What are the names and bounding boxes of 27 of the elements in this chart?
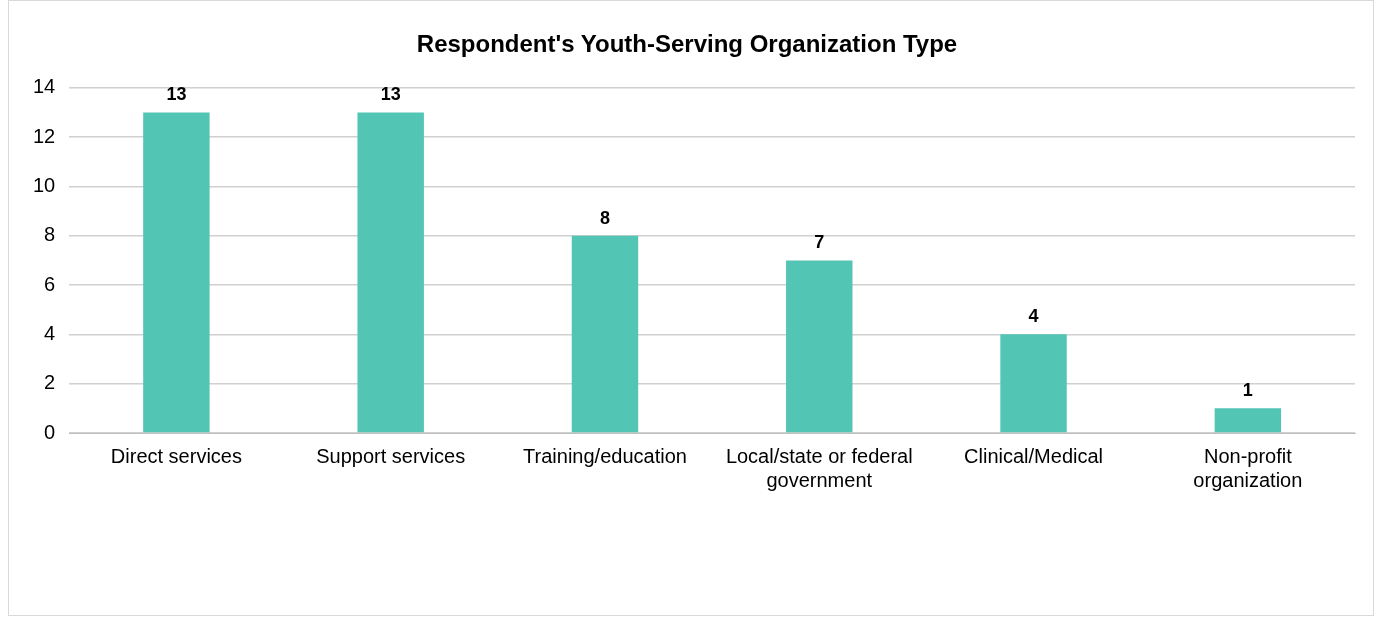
y-tick-label: 0: [44, 420, 56, 443]
bar: [143, 112, 210, 433]
y-tick-label: 8: [44, 223, 56, 246]
bar: [571, 235, 639, 433]
y-tick-label: 4: [44, 321, 56, 344]
bar: [357, 112, 424, 433]
bar: [1214, 408, 1282, 433]
chart-title: Respondent's Youth-Serving Organization Type: [416, 30, 958, 58]
x-tick-label: Training/education: [523, 444, 687, 467]
y-tick-label: 10: [33, 173, 56, 196]
y-tick-label: 14: [33, 75, 56, 98]
data-label: 4: [1028, 306, 1039, 327]
data-label: 13: [380, 84, 401, 105]
x-tick-label: Direct services: [110, 444, 242, 467]
data-label: 7: [814, 232, 825, 253]
bar: [1000, 334, 1067, 433]
data-label: 8: [599, 207, 610, 228]
x-tick-label: Clinical/Medical: [964, 444, 1104, 467]
x-tick-label: Local/state or federal government: [725, 444, 913, 491]
x-tick-label: Non-profit organization: [1193, 444, 1303, 491]
data-label: 13: [166, 84, 187, 105]
data-label: 1: [1242, 380, 1253, 401]
y-tick-label: 6: [44, 272, 56, 295]
bar: [786, 260, 853, 433]
y-tick-label: 2: [44, 371, 56, 394]
y-tick-label: 12: [33, 124, 56, 147]
x-tick-label: Support services: [316, 444, 466, 467]
